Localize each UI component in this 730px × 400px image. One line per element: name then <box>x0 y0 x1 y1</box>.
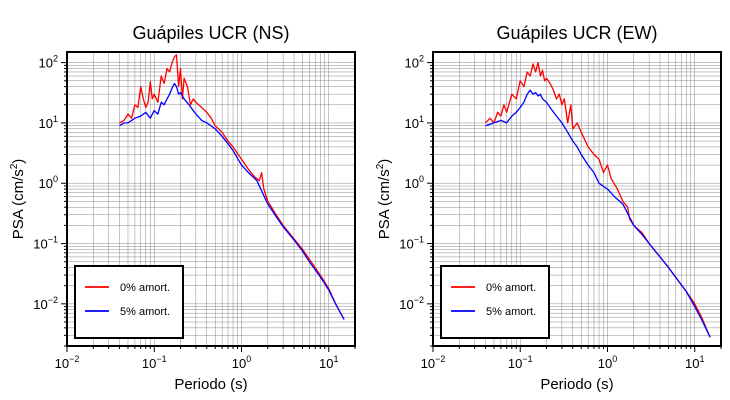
y-tick-label: 10−2 <box>33 295 58 312</box>
y-tick-label: 10−1 <box>399 235 424 252</box>
y-tick-label: 102 <box>405 54 424 71</box>
legend-box <box>440 265 550 339</box>
legend: 0% amort. 5% amort. <box>440 265 550 339</box>
x-tick-label: 10−1 <box>508 354 533 371</box>
y-tick-label: 102 <box>39 54 58 71</box>
y-tick-label: 100 <box>39 174 58 191</box>
chart-title: Guápiles UCR (EW) <box>496 23 657 43</box>
grid <box>66 52 356 347</box>
y-tick-label: 100 <box>405 174 424 191</box>
chart-panel-2: 10−2 10−1 100 101 10−2 10−1 100 101 102 Guápiles … <box>375 23 722 393</box>
grid <box>432 52 722 347</box>
y-tick-label: 10−1 <box>33 235 58 252</box>
x-axis-label: Periodo (s) <box>540 376 613 393</box>
x-axis-label: Periodo (s) <box>174 376 247 393</box>
x-tick-label: 101 <box>685 354 704 371</box>
series-line-blue <box>119 82 345 320</box>
x-tick-label: 100 <box>232 354 251 371</box>
plot-frame <box>66 51 356 347</box>
series-line-red <box>119 54 345 320</box>
legend-label: 5% amort. <box>120 306 170 318</box>
x-tick-label: 10−2 <box>55 354 80 371</box>
legend-label: 0% amort. <box>486 282 536 294</box>
x-tick-label: 101 <box>319 354 338 371</box>
x-tick-label: 10−1 <box>142 354 167 371</box>
y-axis-label: PSA (cm/s2) <box>9 159 27 240</box>
series-line-red <box>485 61 711 338</box>
legend-label: 5% amort. <box>486 306 536 318</box>
chart-title: Guápiles UCR (NS) <box>132 23 289 43</box>
plot-frame <box>432 51 722 347</box>
y-tick-label: 101 <box>39 114 58 131</box>
legend: 0% amort. 5% amort. <box>74 265 184 339</box>
x-tick-label: 100 <box>598 354 617 371</box>
y-axis-label: PSA (cm/s2) <box>375 159 393 240</box>
series-line-blue <box>485 89 711 338</box>
x-tick-label: 10−2 <box>421 354 446 371</box>
legend-label: 0% amort. <box>120 282 170 294</box>
legend-box <box>74 265 184 339</box>
chart-panel-1: 10−2 10−1 100 101 10−2 10−1 100 101 102 Guápiles … <box>9 23 356 393</box>
y-tick-label: 10−2 <box>399 295 424 312</box>
y-tick-label: 101 <box>405 114 424 131</box>
